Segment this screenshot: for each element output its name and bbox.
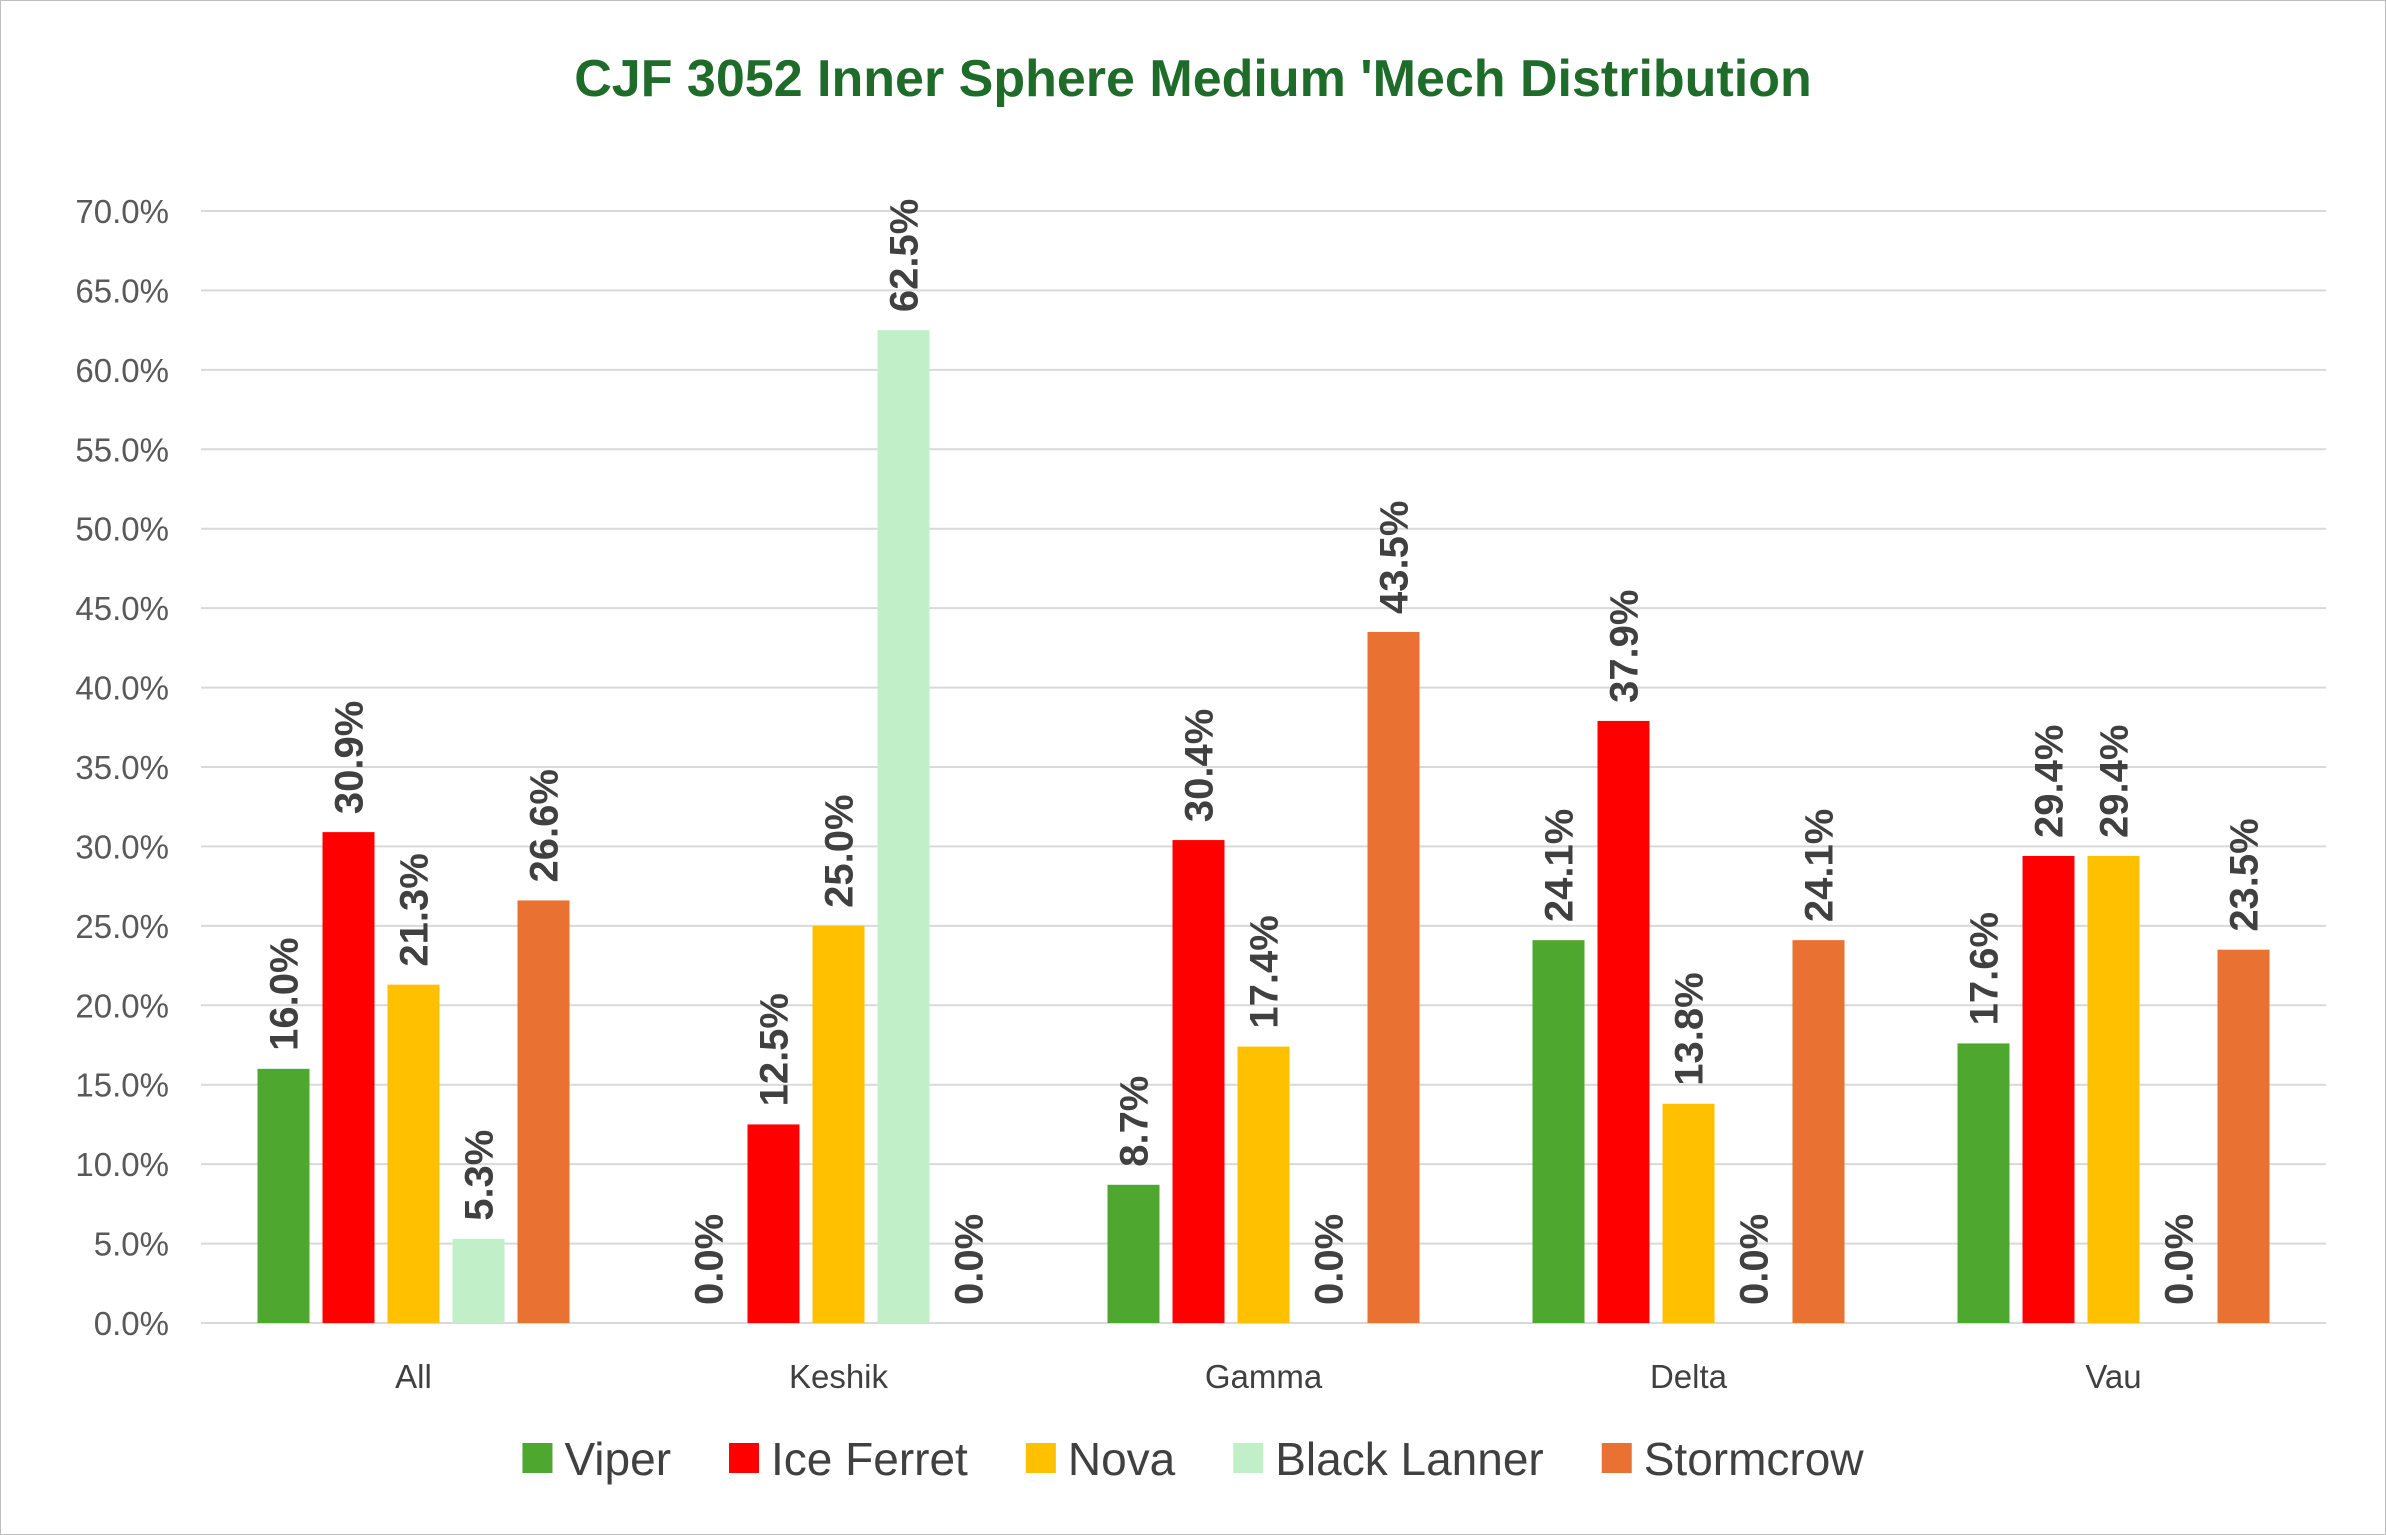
bar xyxy=(517,900,570,1323)
y-tick-label: 10.0% xyxy=(75,1146,169,1183)
bar xyxy=(812,925,865,1323)
legend-label: Ice Ferret xyxy=(771,1433,968,1485)
bar xyxy=(1237,1046,1290,1323)
bar xyxy=(1662,1103,1715,1323)
bar xyxy=(2087,855,2140,1323)
bar xyxy=(1172,840,1225,1323)
y-axis-ticks: 0.0% 5.0% 10.0% 15.0% 20.0% 25.0% 30.0% 35.0% 40… xyxy=(75,193,169,1342)
legend-item: Nova xyxy=(1025,1433,1176,1485)
bar xyxy=(322,832,375,1323)
y-tick-label: 20.0% xyxy=(75,987,169,1024)
legend-swatch xyxy=(729,1443,760,1473)
legend-item: Stormcrow xyxy=(1601,1433,1865,1485)
x-axis-ticks: All Keshik Gamma Delta Vau xyxy=(395,1358,2141,1395)
x-tick-label: Gamma xyxy=(1205,1358,1323,1395)
data-label: 17.6% xyxy=(1963,912,2007,1025)
legend-label: Stormcrow xyxy=(1644,1433,1865,1485)
data-label: 12.5% xyxy=(753,993,797,1106)
data-label: 0.0% xyxy=(1308,1214,1352,1305)
data-label: 0.0% xyxy=(1733,1214,1777,1305)
chart-title: CJF 3052 Inner Sphere Medium 'Mech Distr… xyxy=(574,50,1812,108)
y-tick-label: 40.0% xyxy=(75,670,169,707)
data-label: 23.5% xyxy=(2223,818,2267,931)
legend-item: Ice Ferret xyxy=(729,1433,968,1485)
legend-label: Black Lanner xyxy=(1275,1433,1544,1485)
x-tick-label: All xyxy=(395,1358,432,1395)
legend-item: Black Lanner xyxy=(1233,1433,1544,1485)
data-label: 0.0% xyxy=(2158,1214,2202,1305)
bar xyxy=(1532,940,1585,1323)
y-tick-label: 60.0% xyxy=(75,352,169,389)
data-label: 62.5% xyxy=(883,199,927,312)
bar xyxy=(257,1068,310,1323)
legend-swatch xyxy=(1233,1443,1264,1473)
y-tick-label: 25.0% xyxy=(75,908,169,945)
data-label: 8.7% xyxy=(1113,1076,1157,1167)
data-label: 16.0% xyxy=(263,937,307,1050)
legend: Viper Ice Ferret Nova Black Lanner Stormcrow xyxy=(522,1433,1864,1485)
data-label: 13.8% xyxy=(1668,972,1712,1085)
bars xyxy=(257,330,2270,1324)
bar xyxy=(1107,1184,1160,1323)
data-label: 30.9% xyxy=(328,701,372,814)
bar xyxy=(877,330,930,1324)
x-tick-label: Keshik xyxy=(789,1358,889,1395)
legend-swatch xyxy=(522,1443,553,1473)
legend-label: Nova xyxy=(1068,1433,1176,1485)
bar xyxy=(747,1124,800,1323)
bar xyxy=(1792,940,1845,1323)
legend-swatch xyxy=(1601,1443,1632,1473)
data-label: 30.4% xyxy=(1178,709,1222,822)
data-label: 17.4% xyxy=(1243,915,1287,1028)
legend-swatch xyxy=(1025,1443,1056,1473)
y-tick-label: 55.0% xyxy=(75,431,169,468)
data-labels: 16.0% 30.9% 21.3% 5.3% 26.6% 0.0% 12.5% 25.0% 62… xyxy=(263,199,2267,1305)
data-label: 37.9% xyxy=(1603,590,1647,703)
y-tick-label: 50.0% xyxy=(75,511,169,548)
legend-label: Viper xyxy=(564,1433,671,1485)
data-label: 25.0% xyxy=(818,794,862,907)
data-label: 24.1% xyxy=(1798,809,1842,922)
bar xyxy=(2022,855,2075,1323)
data-label: 26.6% xyxy=(523,769,567,882)
data-label: 0.0% xyxy=(688,1214,732,1305)
data-label: 5.3% xyxy=(458,1130,502,1221)
y-tick-label: 35.0% xyxy=(75,749,169,786)
bar xyxy=(1957,1043,2010,1323)
y-tick-label: 45.0% xyxy=(75,590,169,627)
legend-item: Viper xyxy=(522,1433,671,1485)
y-tick-label: 15.0% xyxy=(75,1067,169,1104)
x-tick-label: Delta xyxy=(1650,1358,1728,1395)
y-tick-label: 30.0% xyxy=(75,828,169,865)
bar xyxy=(452,1238,505,1323)
bar xyxy=(387,984,440,1323)
y-tick-label: 5.0% xyxy=(94,1226,169,1263)
data-label: 29.4% xyxy=(2028,725,2072,838)
y-tick-label: 70.0% xyxy=(75,193,169,230)
x-tick-label: Vau xyxy=(2085,1358,2141,1395)
data-label: 0.0% xyxy=(948,1214,992,1305)
data-label: 24.1% xyxy=(1538,809,1582,922)
bar xyxy=(1367,631,1420,1323)
bar xyxy=(1597,720,1650,1323)
data-label: 43.5% xyxy=(1373,501,1417,614)
bar xyxy=(2217,949,2270,1323)
data-label: 21.3% xyxy=(393,853,437,966)
y-tick-label: 65.0% xyxy=(75,272,169,309)
data-label: 29.4% xyxy=(2093,725,2137,838)
y-tick-label: 0.0% xyxy=(94,1305,169,1342)
